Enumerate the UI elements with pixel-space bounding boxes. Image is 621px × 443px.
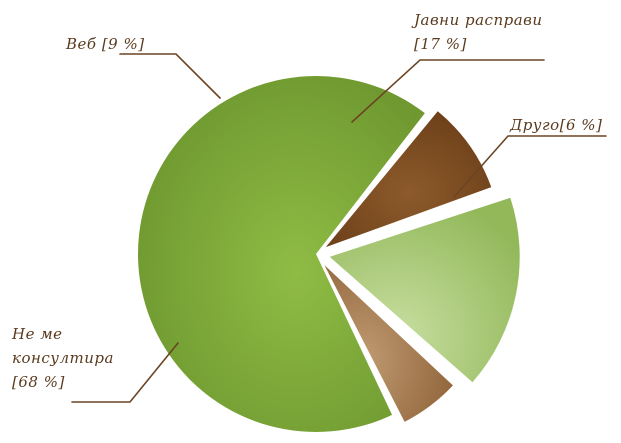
leader-line-drugo	[453, 135, 607, 198]
pie-slices	[138, 75, 520, 432]
data-label-javni-raspravi: Јавни расправи	[411, 11, 543, 29]
data-label-ne-me-konsultira: Не ме	[11, 325, 63, 343]
leader-line-veb	[119, 53, 221, 99]
data-label-drugo: Друго[6 %]	[509, 116, 602, 134]
pie-slice-ne-me-konsultira	[138, 75, 425, 432]
pie-slice-drugo	[324, 265, 453, 422]
data-label-ne-me-konsultira: [68 %]	[12, 373, 65, 391]
pie-slice-veb	[325, 111, 492, 248]
pie-slice-javni-raspravi	[329, 197, 520, 383]
data-label-veb: Веб [9 %]	[65, 35, 145, 53]
pie-labels: Не ме консултира [68 %] Веб [9 %] Јавни расп…	[11, 11, 607, 403]
leader-line-javni-raspravi	[351, 59, 545, 123]
data-label-ne-me-konsultira: консултира	[12, 349, 114, 367]
data-label-javni-raspravi: [17 %]	[414, 35, 467, 53]
leader-line-ne-me-konsultira	[71, 342, 179, 403]
